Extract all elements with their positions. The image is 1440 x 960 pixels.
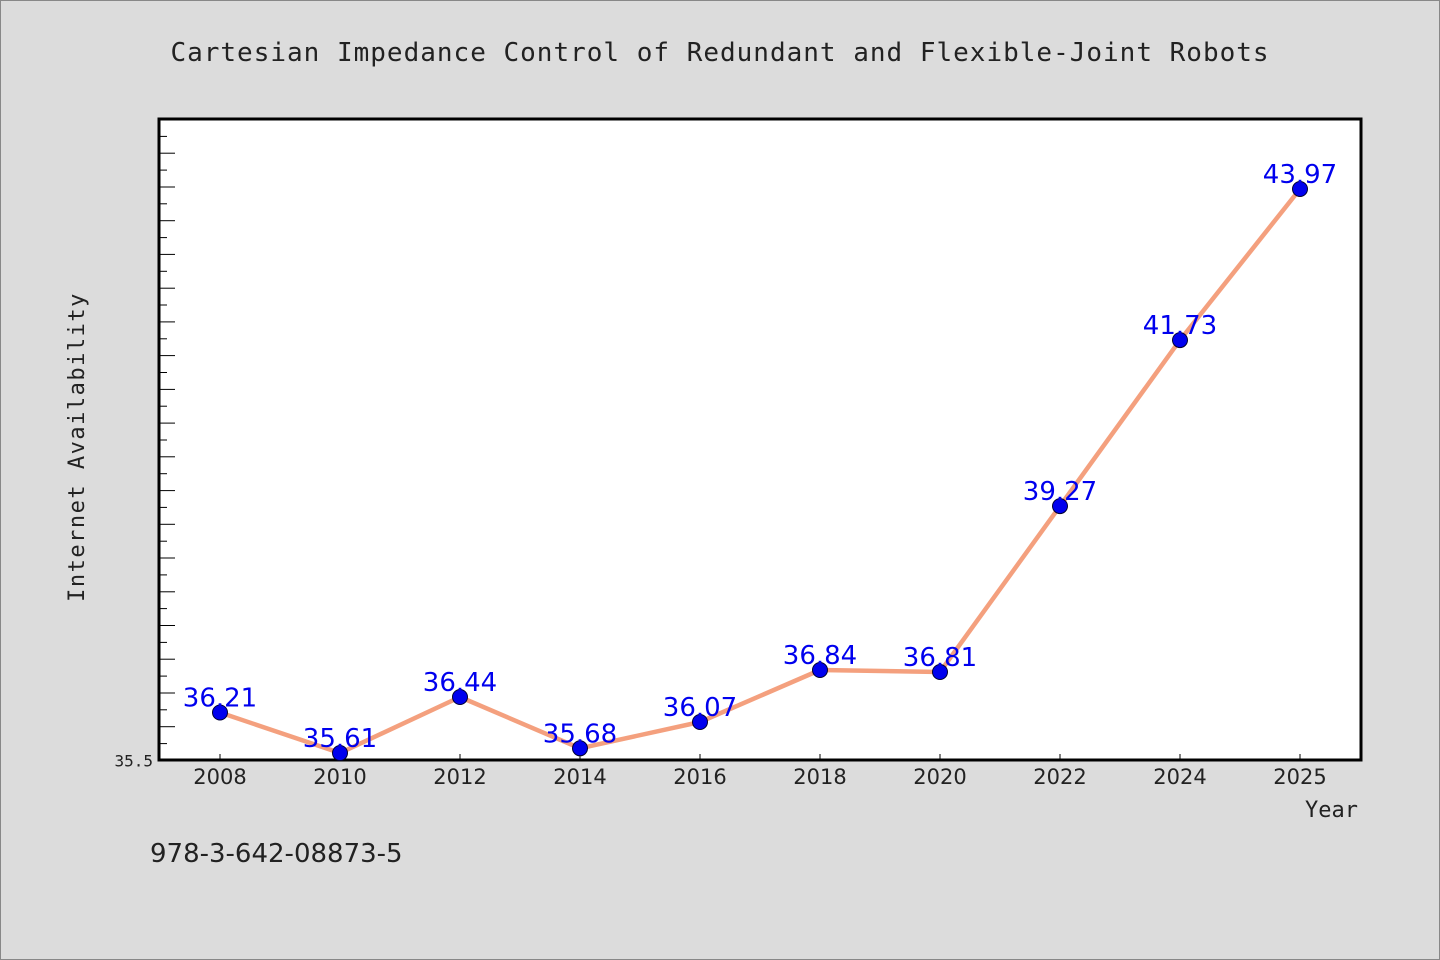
x-tick-label: 2018 [793,765,846,789]
x-tick-label: 2020 [913,765,966,789]
data-label: 43.97 [1263,160,1337,190]
x-tick-label: 2012 [433,765,486,789]
data-label: 36.81 [903,643,977,673]
data-point [932,664,948,680]
plot-area [157,117,1363,762]
x-tick-label: 2022 [1033,765,1086,789]
data-label: 39.27 [1023,477,1097,507]
series-line [217,186,1303,756]
data-label: 35.61 [303,724,377,754]
data-point [1172,332,1188,349]
x-tick-label: 2025 [1273,765,1326,789]
data-point [1292,181,1308,197]
x-tick-label: 2010 [313,765,366,789]
x-tick-label: 2014 [553,765,606,789]
data-point [1052,498,1068,515]
chart-title: Cartesian Impedance Control of Redundant… [170,38,1269,68]
data-label: 41.73 [1143,311,1217,341]
data-label: 36.44 [423,668,497,698]
data-point [212,704,228,721]
x-tick-label: 2024 [1153,765,1206,789]
data-point [572,740,588,757]
y-axis-label: Internet Availability [65,292,90,602]
x-axis-ticks: 2008 2010 2012 2014 2016 2018 2020 2022 2024 2025 [193,754,1327,789]
data-point [812,662,828,678]
isbn-text: 978-3-642-08873-5 [150,839,403,869]
data-label: 36.07 [663,693,737,723]
data-label: 36.21 [183,684,257,714]
x-axis-label: Year [1305,798,1358,823]
data-point [692,714,708,730]
data-label: 36.84 [783,641,857,671]
data-label: 35.68 [543,719,617,749]
series-layer: 36.21 35.61 36.44 35.68 36.07 36.84 36.81 39.27… [183,160,1337,761]
data-point [332,745,348,761]
y-axis-ticks: 35.5 [114,135,175,770]
x-tick-label: 2008 [193,765,246,789]
y-tick-label: 35.5 [114,751,153,770]
data-point [452,689,468,705]
x-tick-label: 2016 [673,765,726,789]
